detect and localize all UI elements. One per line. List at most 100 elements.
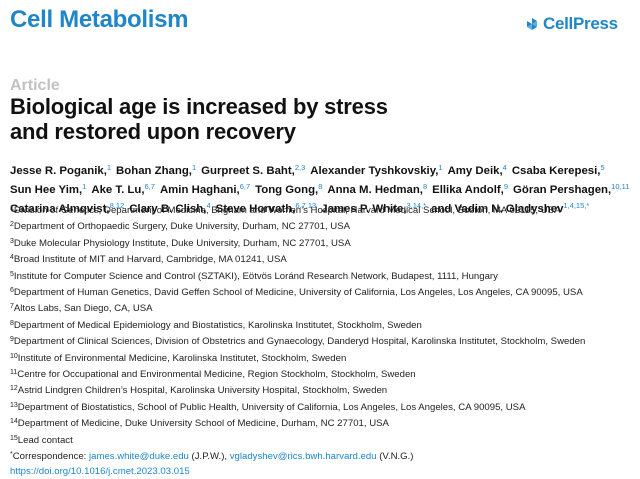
affiliation-item: 8Department of Medical Epidemiology and … <box>10 317 635 333</box>
article-type: Article <box>10 77 60 94</box>
author-name: Bohan Zhang, <box>116 165 192 177</box>
affiliation-text: Department of Orthopaedic Surgery, Duke … <box>13 221 351 233</box>
journal-title: Cell Metabolism <box>10 6 189 33</box>
author-name: Clary B. Clish, <box>129 203 207 215</box>
affiliation-number: 5 <box>10 270 14 278</box>
affiliation-text: Division of Genetics, Department of Medi… <box>13 205 561 216</box>
doi-link[interactable]: https://doi.org/10.1016/j.cmet.2023.03.0… <box>10 465 190 477</box>
correspondence-initials-2: (V.N.G.) <box>376 451 414 463</box>
author-affiliation-marker[interactable]: 8 <box>422 182 428 191</box>
author-name: Anna M. Hedman, <box>327 184 423 196</box>
author-name: Ake T. Lu, <box>91 184 145 196</box>
publisher-name: CellPress <box>543 14 618 33</box>
author[interactable]: Csaba Kerepesi,5 <box>512 163 605 177</box>
author-name: Sun Hee Yim, <box>10 184 83 196</box>
affiliation-number: 10 <box>10 352 18 360</box>
author-name: Catarina Almqvist, <box>10 203 110 215</box>
affiliation-text: Duke Molecular Physiology Institute, Duk… <box>13 237 351 249</box>
author-line: Catarina Almqvist,8,12 Clary B. Clish,4 St… <box>10 198 630 217</box>
affiliation-text: Astrid Lindgren Children’s Hospital, Kar… <box>17 385 388 397</box>
author[interactable]: Steve Horvath,6,7,13 <box>215 201 317 215</box>
author-affiliation-marker[interactable]: 8,12 <box>109 201 125 210</box>
author-name: James P. White, <box>321 203 407 215</box>
author[interactable]: Amy Deik,4 <box>447 163 507 177</box>
author[interactable]: Clary B. Clish,4 <box>129 201 211 215</box>
author[interactable]: Catarina Almqvist,8,12 <box>10 201 125 215</box>
author-affiliation-marker[interactable]: 1,4,15,* <box>563 201 590 210</box>
email-link-white[interactable]: james.white@duke.edu <box>89 451 189 463</box>
author-affiliation-marker[interactable]: 1 <box>82 182 87 191</box>
author[interactable]: Alexander Tyshkovskiy,1 <box>310 163 443 177</box>
cellpress-logo[interactable]: CellPress <box>525 14 618 34</box>
affiliation-number: 13 <box>10 401 18 409</box>
author[interactable]: Amin Haghani,6,7 <box>160 182 251 196</box>
author-list: Jesse R. Poganik,1 Bohan Zhang,1 Gurpreet … <box>10 160 630 217</box>
affiliation-text: Institute of Environmental Medicine, Kar… <box>17 352 347 364</box>
affiliation-number: 4 <box>10 254 14 262</box>
author-name: Steve Horvath, <box>215 203 296 215</box>
title-line-1: Biological age is increased by stress <box>10 94 388 119</box>
author[interactable]: Jesse R. Poganik,1 <box>10 163 112 177</box>
author-affiliation-marker[interactable]: 1 <box>438 163 443 172</box>
author-affiliation-marker[interactable]: 4 <box>206 201 211 210</box>
author-name: Göran Pershagen, <box>513 184 612 196</box>
affiliation-text: Broad Institute of MIT and Harvard, Camb… <box>13 254 287 266</box>
correspondence: *Correspondence: james.white@duke.edu (J… <box>10 448 635 464</box>
author-name: and Vadim N. Gladyshev <box>431 203 564 215</box>
affiliation-text: Lead contact <box>17 434 73 446</box>
author-affiliation-marker[interactable]: 8 <box>318 182 323 191</box>
author-affiliation-marker[interactable]: 2,3 <box>294 163 306 172</box>
author-name: Gurpreet S. Baht, <box>201 165 295 177</box>
author-affiliation-marker[interactable]: 6,7,13 <box>295 201 317 210</box>
affiliation-list: 1Division of Genetics, Department of Med… <box>10 202 635 479</box>
correspondence-label: Correspondence: <box>12 451 89 463</box>
cellpress-logo-icon <box>527 18 537 30</box>
author[interactable]: Göran Pershagen,10,11 <box>513 182 630 196</box>
author-line: Sun Hee Yim,1 Ake T. Lu,6,7 Amin Haghani,6… <box>10 179 630 198</box>
author-affiliation-marker[interactable]: 10,11 <box>611 182 630 191</box>
affiliation-item: 5Institute for Computer Science and Cont… <box>10 268 635 284</box>
affiliation-text: Centre for Occupational and Environmenta… <box>17 369 416 381</box>
affiliation-item: 15Lead contact <box>10 432 635 448</box>
affiliation-number: 7 <box>10 303 14 311</box>
affiliation-number: 8 <box>10 319 14 327</box>
affiliation-number: 11 <box>10 369 18 377</box>
author-name: Amy Deik, <box>447 165 503 177</box>
author[interactable]: Sun Hee Yim,1 <box>10 182 87 196</box>
author[interactable]: and Vadim N. Gladyshev1,4,15,* <box>431 201 590 215</box>
correspondence-initials-1: (J.P.W.), <box>188 451 230 463</box>
affiliation-number: 9 <box>10 336 14 344</box>
article-title: Biological age is increased by stress an… <box>10 94 610 144</box>
affiliation-item: 1Division of Genetics, Department of Med… <box>10 202 635 218</box>
author-name: Alexander Tyshkovskiy, <box>310 165 439 177</box>
affiliation-item: 7Altos Labs, San Diego, CA, USA <box>10 300 635 316</box>
author[interactable]: Ellika Andolf,9 <box>432 182 509 196</box>
affiliation-text: Department of Medicine, Duke University … <box>17 418 389 430</box>
author[interactable]: Tong Gong,8 <box>255 182 323 196</box>
author-affiliation-marker[interactable]: 4 <box>502 163 507 172</box>
author[interactable]: Ake T. Lu,6,7 <box>91 182 155 196</box>
affiliation-number: 14 <box>10 418 18 426</box>
title-line-2: and restored upon recovery <box>10 119 296 144</box>
affiliation-number: 2 <box>10 221 14 229</box>
affiliation-item: 2Department of Orthopaedic Surgery, Duke… <box>10 218 635 234</box>
affiliation-number: 15 <box>10 434 18 442</box>
author[interactable]: James P. White,3,14,* <box>321 201 427 215</box>
affiliation-item: 3Duke Molecular Physiology Institute, Du… <box>10 235 635 251</box>
author[interactable]: Gurpreet S. Baht,2,3 <box>201 163 306 177</box>
affiliation-item: 10Institute of Environmental Medicine, K… <box>10 350 635 366</box>
email-link-gladyshev[interactable]: vgladyshev@rics.bwh.harvard.edu <box>229 451 377 463</box>
author[interactable]: Bohan Zhang,1 <box>116 163 197 177</box>
author-affiliation-marker[interactable]: 1 <box>106 163 112 172</box>
affiliation-text: Institute for Computer Science and Contr… <box>13 270 498 282</box>
author-affiliation-marker[interactable]: 6,7 <box>144 182 155 191</box>
author[interactable]: Anna M. Hedman,8 <box>327 182 428 196</box>
affiliation-text: Department of Biostatistics, School of P… <box>17 401 526 413</box>
author-affiliation-marker[interactable]: 1 <box>191 163 197 172</box>
author-affiliation-marker[interactable]: 3,14,* <box>406 201 427 210</box>
affiliation-text: Department of Human Genetics, David Geff… <box>13 287 583 299</box>
author-line: Jesse R. Poganik,1 Bohan Zhang,1 Gurpreet … <box>10 160 630 179</box>
author-affiliation-marker[interactable]: 5 <box>600 163 605 172</box>
author-affiliation-marker[interactable]: 6,7 <box>239 182 251 191</box>
author-affiliation-marker[interactable]: 9 <box>503 182 509 191</box>
